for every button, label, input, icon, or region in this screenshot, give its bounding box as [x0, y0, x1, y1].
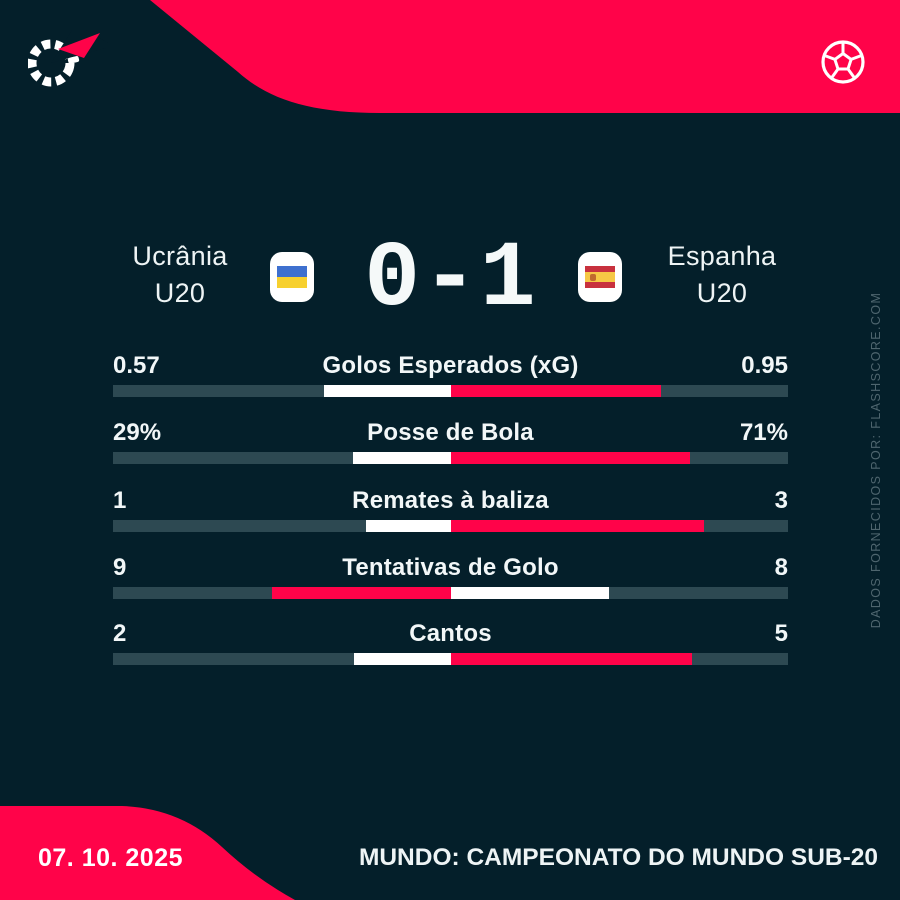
- away-score: 1: [479, 227, 536, 332]
- stat-row-possession: 29% 71% Posse de Bola: [113, 418, 788, 464]
- stat-row-expected-goals: 0.57 0.95 Golos Esperados (xG): [113, 351, 788, 397]
- stat-bar-track: [113, 520, 788, 532]
- bottom-banner-shape: [0, 806, 295, 900]
- stat-bar-track: [113, 653, 788, 665]
- flashscore-logo-icon: [28, 30, 108, 87]
- stat-label: Remates à baliza: [352, 487, 549, 514]
- away-stat-bar: [450, 653, 692, 665]
- score: 0 - 1: [330, 227, 570, 332]
- stat-label: Cantos: [409, 620, 492, 647]
- spain-flag-icon: [585, 266, 615, 288]
- home-stat-bar: [271, 587, 451, 599]
- stat-row-shots-on-target: 1 3 Remates à baliza: [113, 486, 788, 532]
- stat-label: Golos Esperados (xG): [322, 352, 579, 379]
- home-stat-value: 2: [113, 620, 127, 647]
- competition-name: MUNDO: CAMPEONATO DO MUNDO SUB-20: [358, 844, 878, 871]
- data-provider-watermark: DADOS FORNECIDOS POR: FLASHSCORE.COM: [869, 291, 883, 629]
- away-stat-value: 0.95: [741, 352, 788, 379]
- home-score: 0: [364, 227, 421, 332]
- stat-label: Posse de Bola: [367, 419, 534, 446]
- away-stat-value: 3: [774, 487, 788, 514]
- home-flag-badge: [270, 252, 314, 302]
- away-flag-badge: [578, 252, 622, 302]
- home-stat-bar: [366, 520, 451, 532]
- score-separator: -: [422, 227, 478, 332]
- away-stat-value: 8: [774, 554, 788, 581]
- home-team-name-line: Ucrânia: [132, 241, 228, 271]
- ukraine-flag-icon: [277, 266, 307, 288]
- away-team-name: Espanha U20: [622, 238, 822, 312]
- home-team-category: U20: [154, 278, 206, 308]
- stat-bar-track: [113, 587, 788, 599]
- away-stat-bar: [450, 452, 691, 464]
- home-stat-value: 29%: [113, 419, 162, 446]
- stat-row-corners: 2 5 Cantos: [113, 619, 788, 665]
- spain-crest: [590, 274, 596, 281]
- away-team-name-line: Espanha: [667, 241, 777, 271]
- top-banner-shape: [150, 0, 900, 113]
- home-stat-value: 0.57: [113, 352, 160, 379]
- home-team-name: Ucrânia U20: [80, 238, 280, 312]
- home-stat-bar: [354, 653, 451, 665]
- away-stat-bar: [450, 587, 610, 599]
- stat-label: Tentativas de Golo: [342, 554, 559, 581]
- away-team-category: U20: [696, 278, 748, 308]
- away-stat-bar: [450, 520, 704, 532]
- home-stat-bar: [323, 385, 451, 397]
- home-stat-value: 1: [113, 487, 127, 514]
- stat-row-goal-attempts: 9 8 Tentativas de Golo: [113, 553, 788, 599]
- match-date: 07. 10. 2025: [38, 844, 184, 872]
- away-stat-value: 71%: [739, 419, 788, 446]
- home-stat-value: 9: [113, 554, 127, 581]
- stat-bar-track: [113, 452, 788, 464]
- away-stat-value: 5: [774, 620, 788, 647]
- stat-bar-track: [113, 385, 788, 397]
- soccer-ball-icon: [821, 40, 865, 84]
- home-stat-bar: [352, 452, 451, 464]
- away-stat-bar: [450, 385, 662, 397]
